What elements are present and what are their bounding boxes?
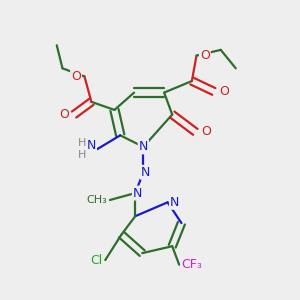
Text: O: O (200, 49, 210, 62)
Text: N: N (87, 139, 96, 152)
Text: O: O (59, 108, 69, 121)
Text: N: N (133, 187, 142, 200)
Text: O: O (201, 125, 211, 138)
Text: Cl: Cl (91, 254, 103, 267)
Text: N: N (139, 140, 148, 153)
Text: H: H (78, 138, 86, 148)
Text: CH₃: CH₃ (87, 195, 108, 205)
Text: H: H (78, 150, 86, 160)
Text: N: N (141, 166, 150, 179)
Text: O: O (71, 70, 81, 83)
Text: N: N (170, 196, 179, 209)
Text: O: O (219, 85, 229, 98)
Text: CF₃: CF₃ (182, 258, 202, 271)
